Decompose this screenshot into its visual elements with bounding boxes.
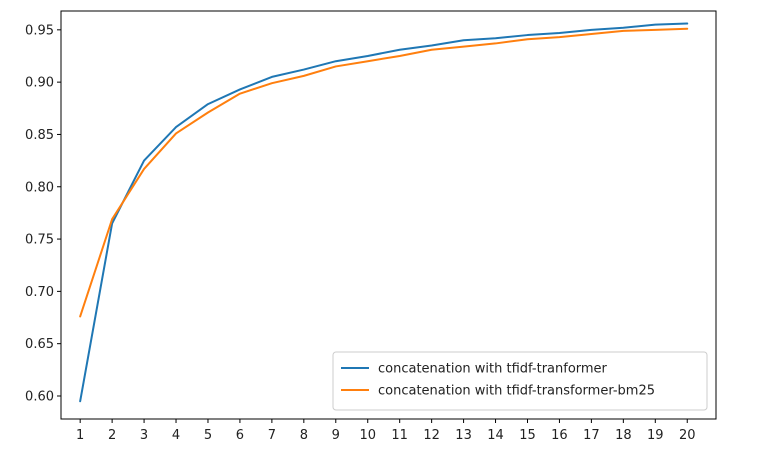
x-tick-label: 8	[300, 428, 308, 443]
x-tick-label: 19	[647, 428, 664, 443]
y-tick-label: 0.65	[25, 337, 54, 352]
y-tick-label: 0.80	[25, 180, 54, 195]
x-axis-ticks: 1 2 3 4 5 6 7 8 9 10 11 12 13 14 15 16 17 18 19 20	[76, 419, 696, 443]
y-tick-label: 0.60	[25, 389, 54, 404]
x-tick-label: 3	[140, 428, 148, 443]
x-tick-label: 4	[172, 428, 180, 443]
x-tick-label: 5	[204, 428, 212, 443]
x-tick-label: 18	[615, 428, 632, 443]
x-tick-label: 13	[455, 428, 472, 443]
plot-area-frame	[60, 10, 717, 420]
x-tick-label: 17	[583, 428, 600, 443]
x-tick-label: 2	[108, 428, 116, 443]
x-tick-label: 6	[236, 428, 244, 443]
y-tick-label: 0.75	[25, 233, 54, 248]
series-line-1	[79, 22, 689, 403]
x-tick-label: 12	[423, 428, 440, 443]
y-tick-label: 0.85	[25, 128, 54, 143]
y-tick-label: 0.95	[25, 23, 54, 38]
x-tick-label: 15	[519, 428, 536, 443]
x-tick-label: 11	[391, 428, 408, 443]
legend-label-2: concatenation with tfidf-transformer-bm2…	[378, 384, 655, 399]
x-tick-label: 9	[332, 428, 340, 443]
x-tick-label: 1	[76, 428, 84, 443]
series-layer	[79, 22, 689, 403]
y-axis-ticks: 0.60 0.65 0.70 0.75 0.80 0.85 0.90 0.95	[25, 23, 61, 404]
x-tick-label: 10	[359, 428, 376, 443]
x-tick-label: 7	[268, 428, 276, 443]
y-tick-label: 0.70	[25, 285, 54, 300]
x-tick-label: 16	[551, 428, 568, 443]
x-tick-label: 20	[679, 428, 696, 443]
legend-box	[332, 351, 708, 411]
legend-label-1: concatenation with tfidf-tranformer	[378, 362, 608, 377]
y-tick-label: 0.90	[25, 76, 54, 91]
series-line-2	[79, 27, 689, 318]
legend: concatenation with tfidf-tranformer conca…	[332, 351, 708, 411]
x-tick-label: 14	[487, 428, 504, 443]
